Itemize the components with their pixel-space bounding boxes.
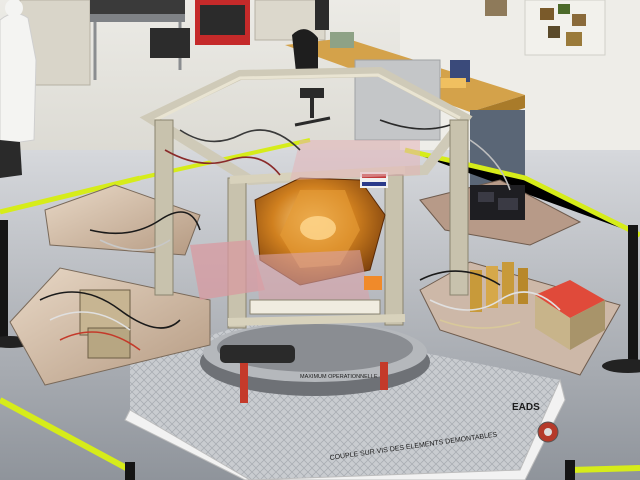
- technician-in-lab-coat: [0, 0, 37, 178]
- manufacturer-label: EADS: [512, 402, 540, 413]
- cable-harness: [39, 119, 561, 351]
- wall-poster: [485, 0, 606, 56]
- white-connector-panel: [249, 299, 381, 315]
- rolling-cart: [90, 0, 250, 80]
- thermal-foil-panels: [190, 140, 420, 310]
- mounting-turntable: MAXIMUM OPERATIONNELLE: [200, 322, 430, 403]
- office-chair: [292, 0, 331, 127]
- wall-cabinet-right: [254, 0, 326, 41]
- mount-plate-label: MAXIMUM OPERATIONNELLE: [300, 374, 378, 380]
- red-electronics-box: [535, 280, 605, 350]
- orange-sticker: [364, 276, 382, 290]
